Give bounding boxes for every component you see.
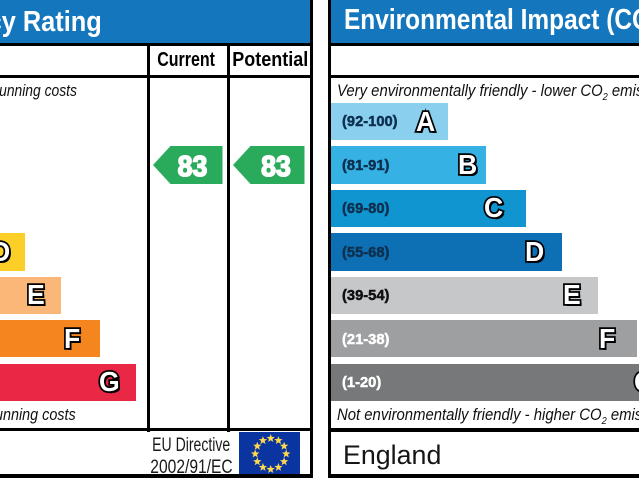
- svg-text:83: 83: [261, 150, 291, 182]
- svg-text:83: 83: [177, 150, 207, 182]
